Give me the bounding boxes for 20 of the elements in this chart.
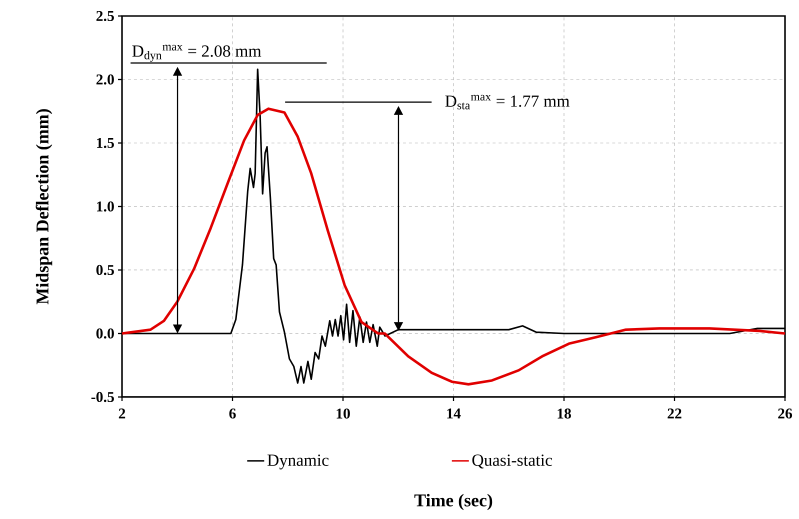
y-tick-label: 0.0 — [96, 328, 114, 339]
y-tick-label: 2.0 — [96, 74, 114, 85]
annotation: D$_{dyn}$$^{max}$ = 2.08 mm — [132, 44, 262, 62]
y-tick-label: -0.5 — [91, 392, 114, 402]
y-tick-label: 2.5 — [96, 10, 114, 22]
x-tick-label: 6 — [229, 408, 236, 419]
y-axis-title: Midspan Deflection (mm) — [36, 109, 52, 304]
legend-label: Quasi-static — [472, 454, 552, 468]
x-tick-label: 22 — [668, 408, 682, 418]
x-axis-title: Time (sec) — [414, 494, 492, 510]
y-tick-label: 0.5 — [96, 264, 114, 276]
y-tick-label: 1.0 — [97, 201, 114, 212]
annotation: D$_{sta}$$^{max}$ = 1.77 mm — [445, 94, 570, 110]
x-tick-label: 14 — [447, 408, 461, 418]
legend-label: Dynamic — [267, 454, 329, 470]
x-tick-label: 18 — [558, 408, 571, 419]
x-tick-label: 2 — [118, 408, 126, 418]
x-tick-label: 10 — [336, 408, 350, 419]
y-tick-label: 1.5 — [97, 138, 114, 148]
x-tick-label: 26 — [778, 408, 792, 419]
